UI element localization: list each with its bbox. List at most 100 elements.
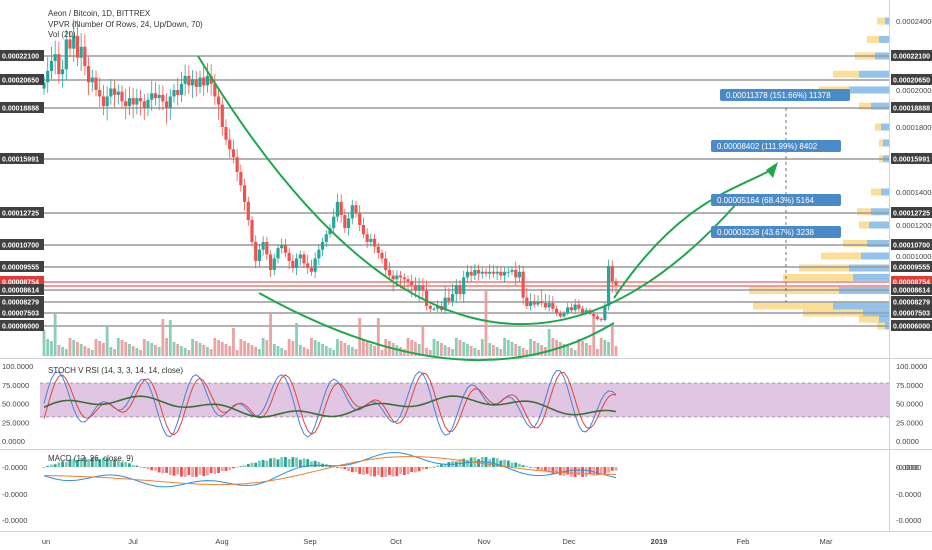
candle-body: [502, 271, 507, 276]
vpvr-row-up: [871, 188, 881, 196]
volume-bar: [139, 350, 142, 356]
macd-histogram-bar: [265, 460, 269, 467]
candle-body: [361, 225, 366, 235]
candle-body: [280, 245, 284, 249]
candle-body: [365, 234, 369, 242]
candle-body: [421, 285, 425, 291]
volume-legend: Vol (20): [48, 30, 76, 39]
macd-histogram-bar: [365, 467, 369, 474]
vpvr-row-down: [871, 208, 889, 216]
volume-bar: [46, 339, 50, 356]
macd-tick-right: -0.0000: [896, 463, 921, 472]
volume-bar: [258, 349, 261, 356]
price-level-label: 0.00007503: [893, 311, 930, 318]
vpvr-row-up: [877, 17, 885, 25]
volume-bar: [599, 338, 603, 356]
macd-histogram-bar: [518, 463, 521, 467]
volume-bar: [235, 350, 239, 356]
macd-tick-left: -0.0000: [2, 463, 27, 472]
macd-histogram-bar: [414, 467, 417, 473]
volume-bar: [50, 341, 53, 356]
volume-bar: [536, 343, 540, 356]
measure-label: 0.00008402 (111.99%) 8402: [717, 142, 818, 151]
candle-body: [276, 248, 280, 259]
vpvr-row-up: [783, 273, 853, 281]
volume-bar: [477, 350, 480, 356]
price-level-tag-left: [0, 276, 44, 287]
macd-pane[interactable]: -0.0000 -0.0000 -0.0000 -0.0000 -0.0000 -0.00…: [2, 452, 921, 525]
stoch-rsi-pane[interactable]: 100.0000 100.0000 75.0000 75.0000 50.0000 50.…: [2, 362, 927, 446]
volume-bar: [135, 348, 139, 356]
stoch-tick-right: 50.0000: [896, 400, 923, 409]
volume-bar: [261, 338, 265, 356]
volume-bar: [343, 343, 347, 356]
macd-histogram-bar: [235, 467, 239, 468]
candle-body: [562, 313, 566, 317]
candle-body: [161, 94, 165, 102]
cup-pattern-curves: [197, 55, 778, 361]
volume-bar: [402, 349, 406, 356]
macd-histogram-bar: [599, 467, 603, 474]
volume-bar: [154, 345, 157, 356]
volume-bar: [276, 346, 280, 356]
macd-histogram-bar: [302, 458, 306, 467]
candle-body: [580, 308, 585, 314]
macd-histogram-bar: [128, 463, 131, 467]
macd-histogram-bar: [213, 467, 217, 474]
candle-body: [176, 90, 180, 95]
candle-body: [75, 35, 80, 58]
stoch-tick-right: 0.0000: [896, 437, 919, 446]
macd-histogram-bar: [165, 467, 168, 473]
volume-bar: [462, 342, 466, 356]
macd-histogram-bar: [98, 459, 102, 467]
volume-bar: [98, 341, 102, 356]
macd-histogram-bar: [72, 458, 76, 467]
volume-bar: [172, 342, 176, 356]
price-level-tag: [891, 320, 932, 331]
rsi-line: [43, 395, 617, 418]
macd-histogram-bar: [61, 461, 64, 467]
candle-body: [554, 308, 559, 314]
candle-body: [436, 305, 440, 309]
volume-bar: [488, 343, 492, 356]
vpvr-row-up: [859, 102, 871, 110]
macd-histogram-bar: [603, 467, 607, 474]
price-level-tag-left: [0, 307, 44, 318]
vpvr-row-down: [881, 188, 889, 196]
candle-body: [443, 297, 447, 311]
candlesticks: [42, 19, 618, 323]
macd-histogram-bar: [224, 467, 228, 471]
price-level-tag-left: [0, 207, 44, 218]
macd-histogram-bar: [50, 464, 53, 467]
macd-histogram-bar: [610, 467, 614, 471]
price-pane[interactable]: 0.00011378 (151.66%) 11378 0.00008402 (11…: [0, 17, 932, 361]
price-level-label: 0.00012725: [893, 211, 930, 218]
candle-body: [506, 271, 510, 273]
macd-histogram-bar: [46, 465, 50, 467]
candle-body: [94, 77, 98, 90]
volume-bar: [120, 340, 124, 356]
volume-bar: [265, 340, 269, 356]
time-tick: Jul: [128, 537, 138, 546]
candle-body: [566, 307, 570, 314]
stoch-tick-left: 25.0000: [2, 418, 29, 427]
volume-bar: [83, 346, 87, 356]
macd-histogram-bar: [276, 459, 280, 467]
candle-body: [220, 104, 224, 127]
vpvr-row-down: [861, 252, 889, 260]
volume-bar: [577, 339, 581, 356]
volume-bar: [610, 324, 614, 356]
candle-body: [246, 201, 250, 221]
price-level-label-left: 0.00022100: [2, 54, 39, 61]
candle-body: [57, 54, 61, 75]
macd-histogram-bar: [176, 467, 180, 475]
time-tick: Dec: [562, 537, 576, 546]
macd-histogram-bar: [521, 465, 525, 467]
volume-bar: [495, 347, 499, 356]
macd-histogram-bar: [384, 467, 388, 477]
macd-tick-right: -0.0000: [896, 490, 921, 499]
macd-histogram-bar: [261, 459, 265, 467]
volume-bar: [532, 341, 536, 356]
volume-bar: [592, 317, 596, 356]
